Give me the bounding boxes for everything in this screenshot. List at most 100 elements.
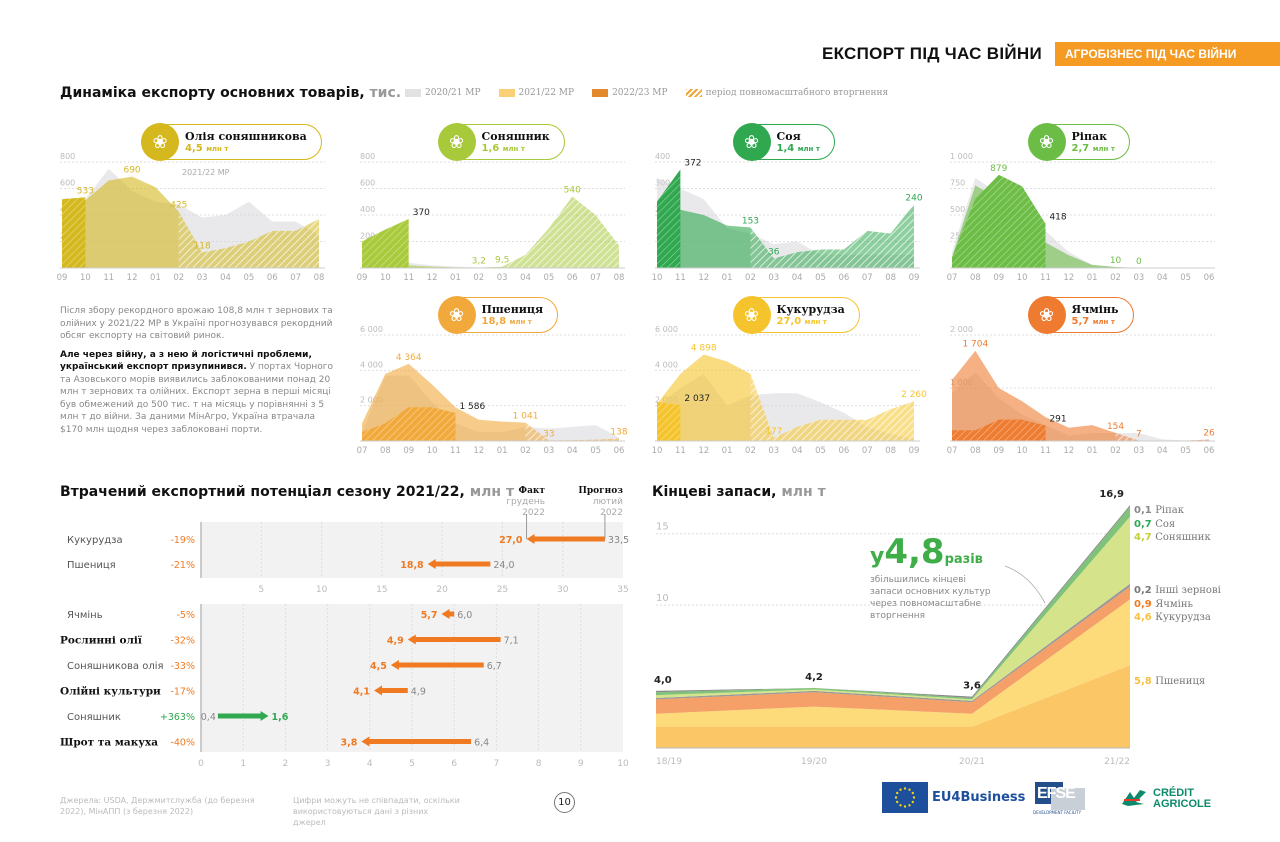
series-2021-22-area xyxy=(62,176,179,268)
x-tick-label: 05 xyxy=(543,273,554,283)
y-tick-label: 2 000 xyxy=(950,325,973,334)
eu-star-icon xyxy=(911,791,914,795)
series-2022-23-hatch xyxy=(952,419,1046,441)
x-tick-label: 05 xyxy=(815,273,826,283)
y-tick-label: 15 xyxy=(656,522,669,533)
total-label: 4,2 xyxy=(805,672,823,683)
badge-total: 1,6 млн т xyxy=(481,143,525,154)
x-tick-label: 15 xyxy=(376,585,387,595)
arrow-head-icon xyxy=(260,711,269,721)
x-tick-label: 2 xyxy=(283,759,289,769)
fact-value: 1,6 xyxy=(272,712,289,723)
data-label: 0 xyxy=(1136,257,1142,267)
badge-title: Соя xyxy=(776,130,801,143)
series-label: 0,2 Інші зернові xyxy=(1134,585,1221,596)
sources-note: Джерела: USDA, Держмитслужба (до березня… xyxy=(60,796,255,816)
x-tick-label: 3 xyxy=(325,759,331,769)
forecast-value: 6,7 xyxy=(487,661,502,672)
x-tick-label: 07 xyxy=(862,446,873,456)
series-value: 4,7 xyxy=(1134,532,1155,543)
x-tick-label: 04 xyxy=(1157,273,1168,283)
data-note: Цифри можуть не співпадати, оскільки вик… xyxy=(293,796,460,827)
x-tick-label: 07 xyxy=(290,273,301,283)
arrow-head-icon xyxy=(526,534,535,544)
series-2021-22-war-area xyxy=(750,204,914,268)
x-tick-label: 03 xyxy=(768,273,779,283)
fact-value: 4,1 xyxy=(353,687,370,698)
x-tick-label: 9 xyxy=(578,759,584,769)
row-label: Олійні культури xyxy=(60,686,161,698)
x-tick-label: 05 xyxy=(1180,273,1191,283)
title-unit: тис. т xyxy=(364,85,415,101)
series-value: 0,1 xyxy=(1134,505,1155,516)
eu-star-icon xyxy=(899,788,902,791)
eu-star-icon xyxy=(903,787,907,790)
series-label: 5,8 Пшениця xyxy=(1134,676,1205,687)
row-percent: -33% xyxy=(170,661,195,672)
legend-item-2020: 2020/21 МР xyxy=(405,88,481,98)
y-tick-label: 500 xyxy=(950,205,965,214)
data-label: 540 xyxy=(564,185,581,195)
data-label: 370 xyxy=(413,208,430,218)
x-tick-label: 01 xyxy=(722,446,733,456)
data-label: 418 xyxy=(1049,213,1066,223)
x-tick-label: 5 xyxy=(409,759,415,769)
title-text: Кінцеві запаси, xyxy=(652,484,777,500)
series-2021-22-war-area xyxy=(1115,432,1209,441)
y-tick-label: 4 000 xyxy=(360,360,383,369)
x-tick-label: 6 xyxy=(451,759,457,769)
y-tick-label: 800 xyxy=(60,152,75,161)
legend: 2020/21 МР 2021/22 МР 2022/23 МР період … xyxy=(405,88,888,98)
eu-star-icon xyxy=(903,805,907,808)
callout-prefix: у xyxy=(870,544,885,569)
series-2021-22-area xyxy=(952,350,1116,441)
x-tick-label: 12 xyxy=(698,273,709,283)
badge-title: Ріпак xyxy=(1071,130,1108,143)
series-name: Інші зернові xyxy=(1155,585,1221,596)
plot-background xyxy=(201,522,623,578)
eu4business-logo: EU4Business xyxy=(932,790,1026,805)
x-tick-label: 09 xyxy=(993,273,1004,283)
x-tick-label: 05 xyxy=(590,446,601,456)
x-tick-label: 10 xyxy=(316,585,328,595)
forecast-value: 24,0 xyxy=(493,560,514,571)
x-tick-label: 03 xyxy=(1133,446,1144,456)
x-tick-label: 02 xyxy=(745,446,756,456)
x-tick-label: 04 xyxy=(520,273,531,283)
stack-Інші зернові xyxy=(656,583,1130,703)
oil-drop-icon: ❀ xyxy=(141,123,179,161)
row-label: Соняшникова олія xyxy=(67,660,164,672)
rapeseed-icon: ❀ xyxy=(1027,123,1066,161)
x-tick-label: 35 xyxy=(617,585,628,595)
stack-Ріпак xyxy=(656,505,1130,698)
chart-svg: 2505007501 00007080910111201020304050687… xyxy=(947,152,1215,283)
eu-star-icon xyxy=(896,800,899,804)
badge-soy: ❀ Соя 1,4 млн т xyxy=(732,123,835,161)
stack-Соя xyxy=(656,506,1130,700)
paragraph-1: Після збору рекордного врожаю 108,8 млн … xyxy=(60,306,333,341)
x-tick-label: 10 xyxy=(1017,273,1028,283)
y-tick-label: 10 xyxy=(656,593,669,604)
x-tick-label: 07 xyxy=(947,273,958,283)
series-2021-22-war-area xyxy=(502,196,619,268)
series-2021-22-area xyxy=(657,201,751,268)
eu-star-icon xyxy=(908,788,911,791)
forecast-value: 33,5 xyxy=(608,535,629,546)
credit-agricole-emblem-icon xyxy=(1120,788,1148,808)
x-tick-label: 09 xyxy=(403,446,414,456)
x-tick-label: 06 xyxy=(1204,446,1215,456)
chart-wheat: 2 000 4 000 6 000 07 08 09 10 11 12 01 02 03 04 05 06 4… xyxy=(357,296,628,462)
series-name: Соя xyxy=(1155,519,1175,530)
x-tick-label: 10 xyxy=(80,273,91,283)
x-tick-label: 25 xyxy=(497,585,508,595)
data-label: 138 xyxy=(610,428,627,438)
logo-line2: AGRICOLE xyxy=(1153,798,1212,810)
badge-sunflower: ❀ Соняшник 1,6 млн т xyxy=(437,123,565,161)
title-unit: млн т xyxy=(464,484,515,500)
x-tick-label: 06 xyxy=(614,446,625,456)
x-tick-label: 18/19 xyxy=(656,757,682,767)
data-label: 4 898 xyxy=(691,343,717,353)
intro-paragraph: Після збору рекордного врожаю 108,8 млн … xyxy=(60,305,340,442)
